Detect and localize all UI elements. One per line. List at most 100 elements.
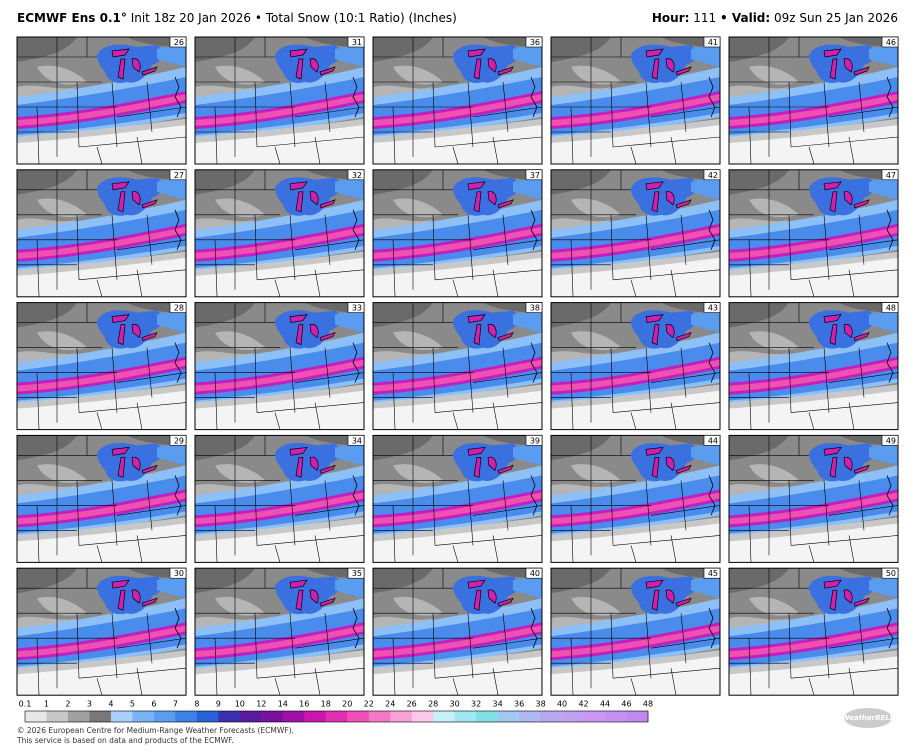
color-swatch bbox=[239, 711, 262, 722]
color-swatch bbox=[368, 711, 391, 722]
color-swatch bbox=[583, 711, 606, 722]
panel-border bbox=[16, 567, 187, 696]
hour-label: Hour: bbox=[652, 11, 690, 25]
valid-label: • Valid: bbox=[720, 11, 770, 25]
map-panel: 34 bbox=[194, 434, 365, 563]
member-number: 41 bbox=[708, 38, 718, 47]
map-panel: 40 bbox=[372, 567, 543, 696]
map bbox=[17, 568, 186, 696]
panel-border bbox=[728, 302, 899, 431]
member-box bbox=[703, 36, 721, 48]
map bbox=[373, 37, 542, 164]
colorbar-label: 8 bbox=[194, 700, 199, 709]
color-swatch bbox=[218, 711, 241, 722]
member-box bbox=[169, 169, 187, 181]
member-number: 31 bbox=[352, 38, 362, 47]
member-number: 35 bbox=[352, 569, 362, 578]
map bbox=[17, 37, 186, 164]
member-box bbox=[525, 435, 543, 446]
map bbox=[729, 169, 898, 297]
map-panel: 33 bbox=[194, 302, 365, 431]
description: Init 18z 20 Jan 2026 • Total Snow (10:1 … bbox=[131, 11, 457, 25]
colorbar-border bbox=[24, 710, 649, 723]
colorbar-label: 32 bbox=[471, 700, 481, 709]
map bbox=[729, 37, 898, 164]
map bbox=[551, 169, 720, 297]
logo-badge bbox=[844, 708, 892, 728]
member-number: 28 bbox=[174, 304, 184, 313]
color-swatch bbox=[433, 711, 456, 722]
member-number: 39 bbox=[530, 436, 540, 445]
panel-border bbox=[194, 434, 365, 563]
member-box bbox=[525, 169, 543, 181]
map bbox=[373, 435, 542, 563]
colorbar-label: 0.1 bbox=[19, 700, 32, 709]
color-swatch bbox=[46, 711, 69, 722]
colorbar-label: 42 bbox=[578, 700, 588, 709]
map-panel: 47 bbox=[728, 169, 899, 298]
colorbar-label: 24 bbox=[385, 700, 395, 709]
color-swatch bbox=[454, 711, 477, 722]
color-swatch bbox=[25, 711, 47, 722]
colorbar-label: 16 bbox=[299, 700, 309, 709]
map-panel: 37 bbox=[372, 169, 543, 298]
footer-line: © 2026 European Centre for Medium-Range … bbox=[17, 726, 294, 735]
color-swatch bbox=[282, 711, 305, 722]
map bbox=[373, 169, 542, 297]
member-number: 33 bbox=[352, 304, 362, 313]
map bbox=[373, 568, 542, 696]
member-box bbox=[881, 567, 899, 579]
map bbox=[195, 302, 364, 430]
colorbar-label: 18 bbox=[321, 700, 331, 709]
map-panel: 41 bbox=[550, 36, 721, 165]
member-number: 40 bbox=[530, 569, 540, 578]
panel-border bbox=[550, 302, 721, 431]
colorbar-label: 46 bbox=[621, 700, 631, 709]
map-panel: 48 bbox=[728, 302, 899, 431]
member-box bbox=[169, 567, 187, 579]
colorbar-label: 12 bbox=[256, 700, 266, 709]
map bbox=[729, 568, 898, 696]
member-number: 36 bbox=[530, 38, 540, 47]
colorbar-label: 38 bbox=[535, 700, 545, 709]
panel-border bbox=[372, 169, 543, 298]
colorbar-label: 26 bbox=[407, 700, 417, 709]
panel-border bbox=[550, 36, 721, 165]
color-swatch bbox=[605, 711, 628, 722]
member-box bbox=[525, 36, 543, 48]
colorbar-label: 44 bbox=[600, 700, 610, 709]
member-box bbox=[347, 36, 365, 48]
color-swatch bbox=[325, 711, 348, 722]
member-number: 47 bbox=[886, 171, 896, 180]
member-number: 37 bbox=[530, 171, 540, 180]
color-swatch bbox=[390, 711, 413, 722]
panel-border bbox=[550, 567, 721, 696]
color-swatch bbox=[110, 711, 133, 722]
panel-border bbox=[194, 169, 365, 298]
colorbar-label: 20 bbox=[342, 700, 352, 709]
color-swatch bbox=[304, 711, 327, 722]
valid: 09z Sun 25 Jan 2026 bbox=[774, 11, 898, 25]
colorbar-label: 6 bbox=[151, 700, 156, 709]
panel-border bbox=[372, 302, 543, 431]
map-panel: 38 bbox=[372, 302, 543, 431]
map bbox=[551, 568, 720, 696]
map-panel: 28 bbox=[16, 302, 187, 431]
header-right: Hour: 111 • Valid: 09z Sun 25 Jan 2026 bbox=[652, 11, 898, 25]
panel-border bbox=[194, 567, 365, 696]
member-box bbox=[347, 169, 365, 181]
member-box bbox=[881, 302, 899, 313]
map bbox=[17, 169, 186, 297]
map-panel: 45 bbox=[550, 567, 721, 696]
member-box bbox=[525, 567, 543, 579]
logo: WeatherBELL bbox=[842, 714, 894, 722]
member-box bbox=[347, 567, 365, 579]
map bbox=[195, 435, 364, 563]
member-number: 44 bbox=[708, 436, 718, 445]
model: ECMWF Ens 0.1° bbox=[17, 11, 127, 25]
member-number: 30 bbox=[174, 569, 184, 578]
member-box bbox=[169, 302, 187, 313]
map-panel: 43 bbox=[550, 302, 721, 431]
map bbox=[551, 302, 720, 430]
map-panel: 49 bbox=[728, 434, 899, 563]
